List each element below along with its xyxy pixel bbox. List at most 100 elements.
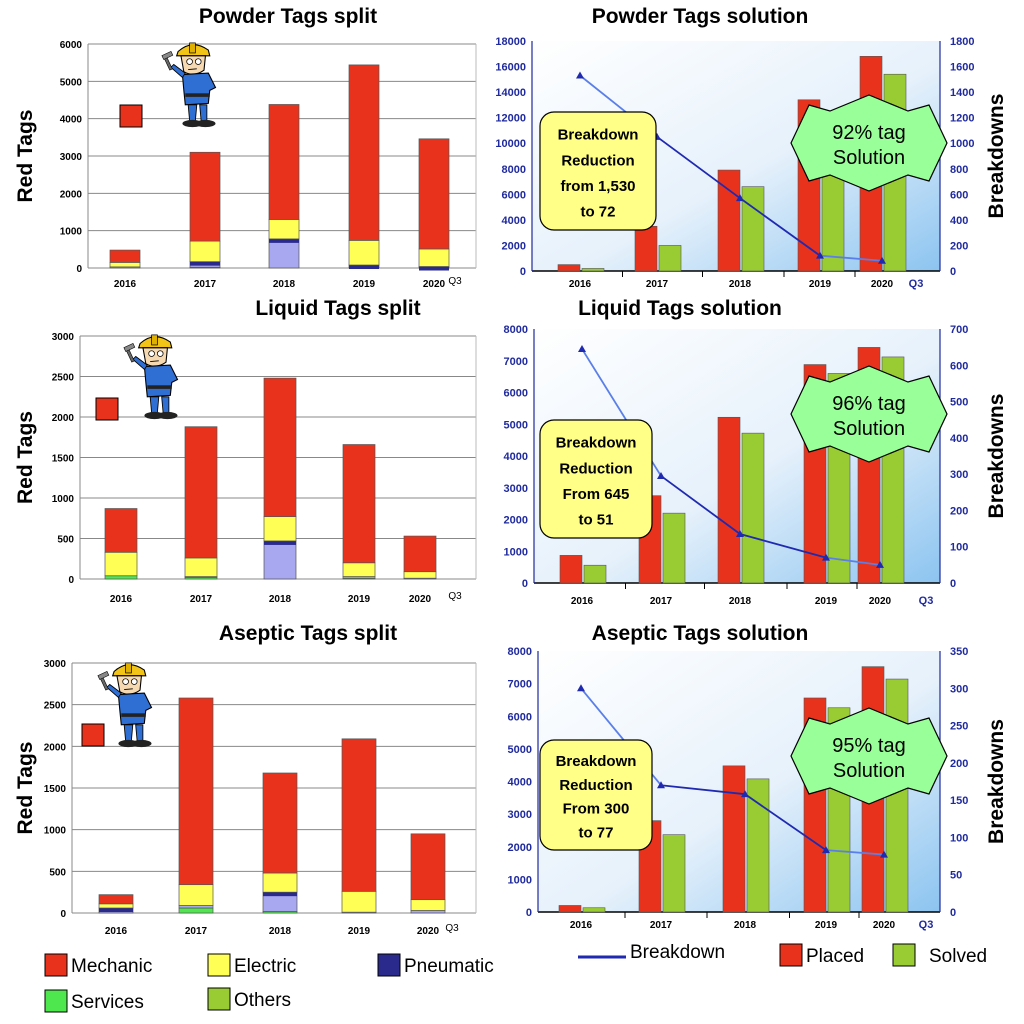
y-tick-label: 0 (68, 575, 74, 586)
bar-solved (658, 245, 682, 272)
bar-pneumatic-top (264, 540, 296, 545)
y2-tick-label: 150 (950, 795, 968, 807)
badge-text: Solution (833, 418, 905, 440)
bar-placed (717, 169, 741, 272)
y-tick-label: 3000 (508, 809, 532, 821)
legend-electric-swatch (207, 953, 231, 977)
badge-text: Solution (833, 760, 905, 782)
x-tick-label: 2017 (650, 920, 673, 931)
breakdown-point (876, 560, 884, 568)
bar-electric (189, 240, 221, 263)
x-tick-label: 2016 (569, 279, 592, 290)
callout-text: Reduction (561, 152, 634, 169)
bar-placed (634, 225, 658, 272)
bar-placed (557, 264, 581, 272)
y-tick-label: 6000 (502, 189, 526, 201)
y-tick-label: 1000 (508, 874, 532, 886)
y-tick-label: 0 (76, 264, 82, 275)
callout-text: from 1,530 (560, 178, 635, 195)
bar-electric (268, 219, 300, 240)
legend-mechanic-label: Mechanic (71, 956, 152, 977)
y2-tick-label: 200 (950, 505, 968, 517)
y-tick-label: 1000 (504, 546, 528, 558)
bar-solved (741, 186, 765, 272)
bar-solved (662, 512, 686, 584)
bar-solved (581, 268, 605, 272)
chart-title: Liquid Tags split (255, 297, 420, 320)
solution-chart-0: Powder Tags solution02000400060008000100… (495, 5, 1008, 290)
legend: Mechanic Electric Pneumatic Services Others P… (44, 942, 987, 1013)
y-tick-label: 500 (49, 867, 66, 878)
bar-electric (348, 240, 380, 266)
y-tick-label: 12000 (495, 113, 526, 125)
legend-services-label: Services (71, 992, 144, 1013)
chart-title: Liquid Tags solution (578, 297, 782, 320)
y2-tick-label: 1000 (950, 138, 974, 150)
y2-axis-label: Breakdowns (985, 719, 1008, 844)
red-tag-square (95, 397, 119, 421)
y2-tick-label: 0 (950, 907, 956, 919)
badge-text: Solution (833, 147, 905, 169)
breakdown-point (822, 553, 830, 561)
x-tick-label: 2016 (105, 926, 128, 937)
callout-text: From 645 (563, 486, 630, 503)
bar-pneumatic-top (419, 266, 449, 271)
y-tick-label: 1000 (60, 227, 83, 238)
x-tick-label: 2016 (570, 920, 593, 931)
y2-tick-label: 1400 (950, 87, 974, 99)
bar-electric (98, 903, 134, 909)
bar-pneumatic (410, 910, 446, 914)
bar-electric (418, 248, 450, 267)
y-tick-label: 0 (60, 909, 66, 920)
x-tick-label: 2019 (815, 920, 838, 931)
callout-text: to 72 (580, 204, 615, 221)
legend-others-swatch (207, 987, 231, 1011)
bar-solved (746, 778, 770, 913)
y-tick-label: 5000 (504, 419, 528, 431)
breakdown-line-segment (744, 793, 827, 851)
y2-tick-label: 350 (950, 646, 968, 658)
bar-pneumatic (178, 905, 214, 909)
y-tick-label: 10000 (495, 138, 526, 150)
y-tick-label: 18000 (495, 36, 526, 48)
y2-tick-label: 800 (950, 164, 968, 176)
bar-electric (403, 571, 437, 579)
x-tick-label: 2018 (273, 279, 296, 290)
breakdown-line-segment (739, 533, 827, 559)
split-chart-2: Aseptic Tags split 0 500 1000 1500 2000 2500 30… (14, 622, 477, 937)
bar-solved (662, 834, 686, 913)
solution-chart-1: Liquid Tags solution01000200030004000500… (504, 297, 1008, 607)
breakdown-line-segment (825, 849, 885, 856)
y-tick-label: 500 (57, 535, 74, 546)
x-tick-label: 2020 (869, 596, 892, 607)
legend-others-label: Others (234, 990, 291, 1011)
bar-electric (184, 557, 218, 577)
split-chart-0: Powder Tags split 0 1000 2000 3000 4000 5000 60… (14, 5, 477, 290)
x-tick-label: 2017 (646, 279, 669, 290)
bar-mechanic (341, 738, 377, 892)
y2-tick-label: 300 (950, 683, 968, 695)
x-extra-label: Q3 (919, 595, 934, 607)
x-tick-label: 2020 (871, 279, 894, 290)
y-tick-label: 5000 (508, 744, 532, 756)
breakdown-point (578, 344, 586, 352)
y-tick-label: 8000 (504, 324, 528, 336)
badge-text: 96% tag (832, 393, 905, 415)
red-tag-square (119, 104, 143, 128)
y-tick-label: 2500 (44, 701, 67, 712)
x-tick-label: 2017 (194, 279, 217, 290)
breakdown-line-segment (819, 254, 883, 262)
legend-solved-swatch (892, 943, 916, 967)
x-extra-label: Q3 (445, 923, 459, 934)
x-tick-label: 2020 (873, 920, 896, 931)
bar-pneumatic (268, 238, 300, 269)
x-tick-label: 2019 (809, 279, 832, 290)
bar-solved (583, 564, 607, 584)
breakdown-point (577, 684, 585, 692)
x-tick-label: 2020 (423, 279, 446, 290)
y2-tick-label: 500 (950, 397, 968, 409)
y2-tick-label: 1600 (950, 62, 974, 74)
x-tick-label: 2018 (734, 920, 757, 931)
x-tick-label: 2017 (185, 926, 208, 937)
y2-tick-label: 600 (950, 189, 968, 201)
